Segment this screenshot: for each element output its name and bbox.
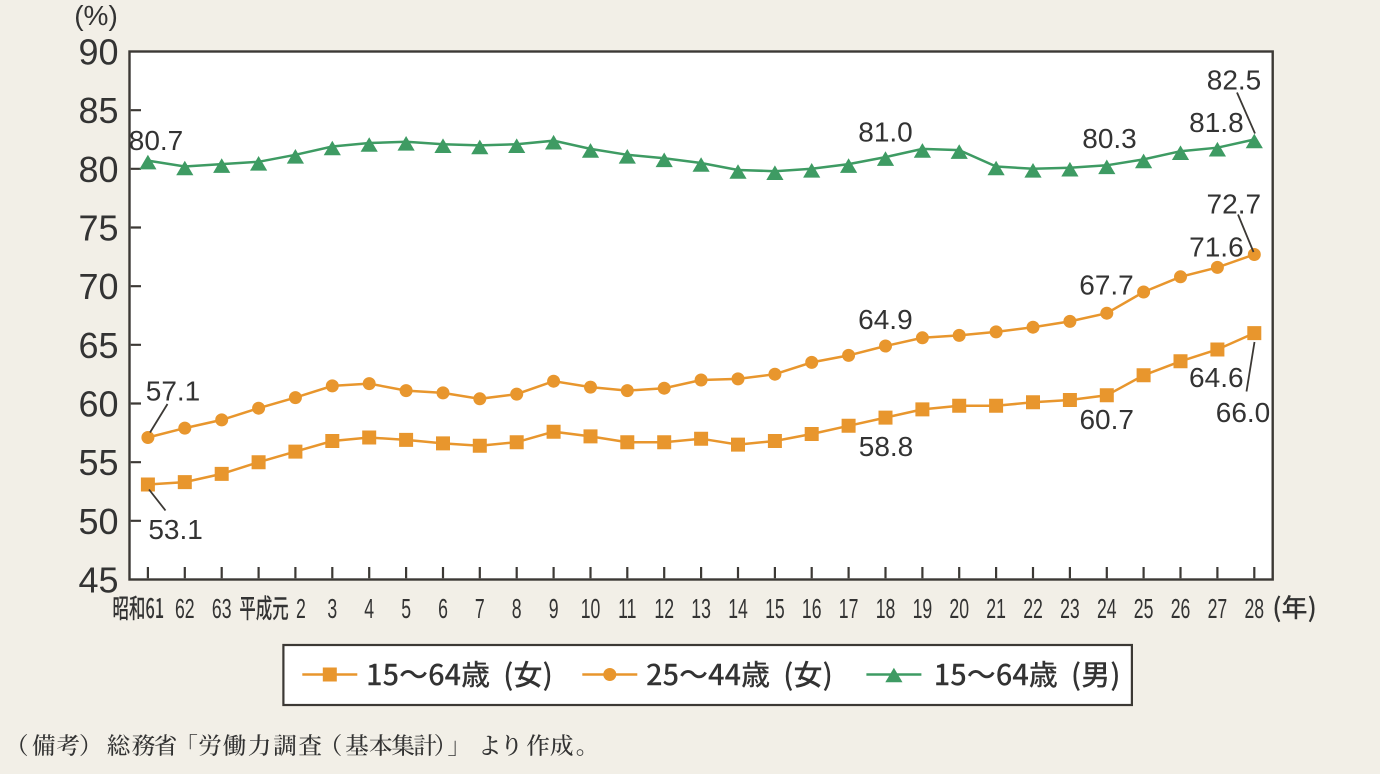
svg-text:19: 19 — [913, 593, 933, 624]
svg-text:21: 21 — [986, 593, 1006, 624]
svg-text:45: 45 — [78, 560, 118, 601]
svg-text:85: 85 — [78, 90, 118, 131]
svg-text:58.8: 58.8 — [859, 431, 914, 462]
svg-text:7: 7 — [475, 593, 485, 624]
svg-text:24: 24 — [1097, 593, 1117, 624]
svg-text:3: 3 — [327, 593, 337, 624]
svg-text:80.7: 80.7 — [129, 125, 184, 156]
svg-text:15: 15 — [765, 593, 785, 624]
svg-text:12: 12 — [654, 593, 674, 624]
svg-text:6: 6 — [438, 593, 448, 624]
svg-text:80: 80 — [78, 149, 118, 190]
svg-text:81.8: 81.8 — [1189, 107, 1244, 138]
svg-text:57.1: 57.1 — [146, 376, 201, 407]
svg-text:2: 2 — [296, 593, 306, 624]
svg-text:5: 5 — [401, 593, 411, 624]
svg-text:62: 62 — [175, 593, 195, 624]
svg-text:22: 22 — [1023, 593, 1043, 624]
svg-text:18: 18 — [876, 593, 896, 624]
svg-text:72.7: 72.7 — [1207, 189, 1262, 220]
svg-text:10: 10 — [581, 593, 601, 624]
svg-text:(%): (%) — [74, 0, 118, 31]
svg-text:67.7: 67.7 — [1079, 270, 1134, 301]
svg-text:13: 13 — [691, 593, 711, 624]
svg-text:90: 90 — [78, 32, 118, 73]
svg-text:20: 20 — [949, 593, 969, 624]
svg-text:60: 60 — [78, 384, 118, 425]
svg-text:8: 8 — [512, 593, 522, 624]
svg-text:66.0: 66.0 — [1216, 397, 1271, 428]
svg-text:27: 27 — [1208, 593, 1228, 624]
svg-text:17: 17 — [839, 593, 859, 624]
svg-text:55: 55 — [78, 442, 118, 483]
svg-text:16: 16 — [802, 593, 822, 624]
svg-text:64.9: 64.9 — [858, 304, 913, 335]
svg-text:60.7: 60.7 — [1079, 404, 1134, 435]
svg-text:14: 14 — [728, 593, 748, 624]
svg-text:64.6: 64.6 — [1189, 362, 1244, 393]
svg-text:63: 63 — [212, 593, 232, 624]
svg-text:80.3: 80.3 — [1082, 123, 1137, 154]
svg-text:70: 70 — [78, 266, 118, 307]
svg-text:53.1: 53.1 — [148, 514, 203, 545]
svg-text:28: 28 — [1244, 593, 1264, 624]
svg-text:65: 65 — [78, 325, 118, 366]
svg-text:23: 23 — [1060, 593, 1080, 624]
svg-text:82.5: 82.5 — [1207, 65, 1262, 96]
svg-text:4: 4 — [364, 593, 374, 624]
svg-text:50: 50 — [78, 501, 118, 542]
svg-text:26: 26 — [1171, 593, 1191, 624]
svg-text:9: 9 — [549, 593, 559, 624]
svg-text:75: 75 — [78, 208, 118, 249]
svg-text:71.6: 71.6 — [1189, 231, 1244, 262]
svg-text:11: 11 — [618, 593, 636, 624]
svg-text:25: 25 — [1134, 593, 1154, 624]
svg-text:81.0: 81.0 — [858, 117, 913, 148]
